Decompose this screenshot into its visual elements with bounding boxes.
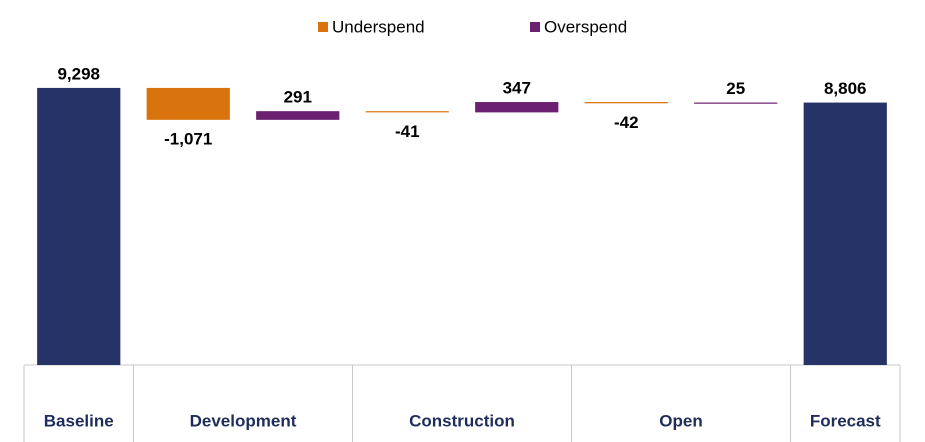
bar (256, 111, 340, 120)
group-label: Development (190, 411, 297, 430)
value-label: 25 (726, 79, 745, 98)
value-label: -42 (614, 113, 639, 132)
bar (803, 102, 887, 365)
bar (694, 102, 778, 104)
value-label: -1,071 (164, 129, 212, 148)
bar (146, 87, 230, 120)
group-label: Baseline (44, 411, 114, 430)
bar (475, 102, 559, 113)
group-label: Forecast (810, 411, 881, 430)
group-label: Open (659, 411, 702, 430)
value-label: 291 (284, 88, 312, 107)
value-label: 8,806 (824, 79, 867, 98)
value-label: 9,298 (57, 64, 100, 83)
legend-label: Underspend (332, 17, 425, 36)
legend-swatch (530, 22, 540, 32)
bar (365, 111, 449, 113)
bar (37, 87, 121, 365)
legend-label: Overspend (544, 17, 627, 36)
value-label: 347 (503, 79, 531, 98)
group-label: Construction (409, 411, 515, 430)
value-label: -41 (395, 122, 420, 141)
bar (584, 102, 668, 104)
legend-swatch (318, 22, 328, 32)
